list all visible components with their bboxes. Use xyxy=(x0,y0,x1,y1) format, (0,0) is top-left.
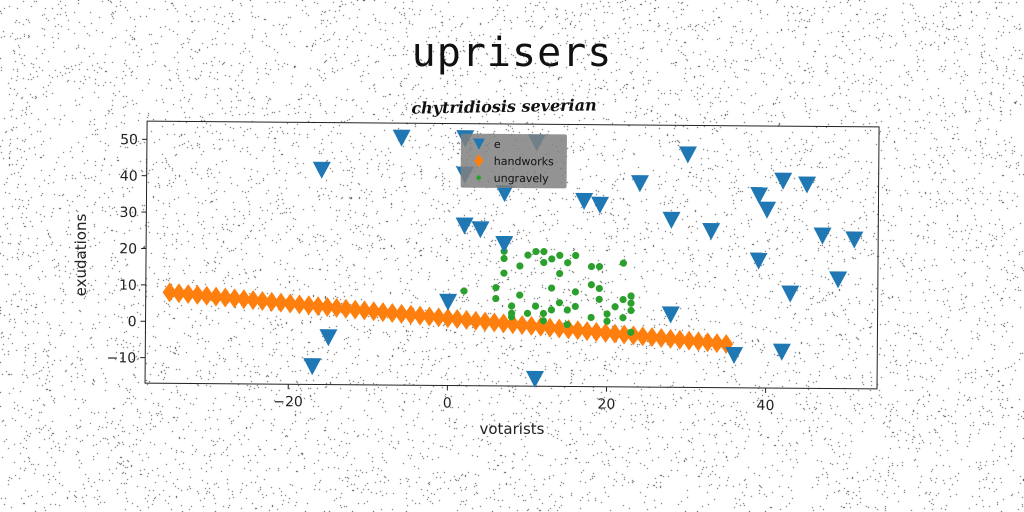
ungravely-point xyxy=(611,303,618,310)
x-tick-label: −20 xyxy=(273,394,303,410)
ungravely-point xyxy=(516,262,523,269)
e-point xyxy=(679,146,697,163)
ungravely-point xyxy=(596,263,603,270)
ungravely-point xyxy=(540,310,547,317)
ungravely-point xyxy=(588,281,595,288)
e-point xyxy=(774,173,792,190)
y-tick-label: 30 xyxy=(119,205,137,221)
ungravely-point xyxy=(524,251,531,258)
ungravely-point xyxy=(596,285,603,292)
ungravely-point xyxy=(603,310,610,317)
ungravely-point xyxy=(627,292,634,299)
y-tick-label: 0 xyxy=(128,314,137,330)
e-point xyxy=(455,217,473,234)
ungravely-point xyxy=(508,302,515,309)
ungravely-point xyxy=(492,284,499,291)
e-point xyxy=(393,130,411,147)
e-point xyxy=(781,286,799,303)
ungravely-point xyxy=(627,329,634,336)
y-axis-label: exudations xyxy=(72,214,90,297)
legend-label: handworks xyxy=(494,155,554,168)
ungravely-point xyxy=(556,252,563,259)
ungravely-point xyxy=(460,287,467,294)
ungravely-point xyxy=(572,252,579,259)
y-tick-label: 50 xyxy=(120,132,138,148)
ungravely-point xyxy=(588,314,595,321)
ungravely-point xyxy=(508,313,515,320)
e-point xyxy=(471,221,489,238)
y-tick-label: 10 xyxy=(119,278,137,294)
ungravely-point xyxy=(548,255,555,262)
ungravely-point xyxy=(564,259,571,266)
ungravely-point xyxy=(572,303,579,310)
e-point xyxy=(662,306,680,323)
ungravely-point xyxy=(540,259,547,266)
e-point xyxy=(829,271,847,288)
e-point xyxy=(750,187,768,204)
ungravely-point xyxy=(596,296,603,303)
e-point xyxy=(702,223,720,240)
e-point xyxy=(495,236,513,253)
y-tick-label: 20 xyxy=(119,241,137,257)
ungravely-point xyxy=(619,314,626,321)
e-point xyxy=(575,193,593,210)
y-tick-label: 40 xyxy=(120,169,138,185)
ungravely-point xyxy=(603,318,610,325)
e-point xyxy=(725,347,743,364)
ungravely-point xyxy=(548,306,555,313)
ungravely-point xyxy=(627,300,634,307)
ungravely-point xyxy=(516,291,523,298)
ungravely-point xyxy=(564,306,571,313)
ungravely-point xyxy=(548,284,555,291)
ungravely-point xyxy=(572,288,579,295)
legend: e handworks ungravely xyxy=(461,134,567,189)
legend-marker-ungravely xyxy=(476,175,481,180)
ungravely-point xyxy=(556,270,563,277)
ungravely-point xyxy=(620,260,627,267)
x-axis-ticks: −20 0 20 40 xyxy=(273,384,774,414)
ungravely-point xyxy=(532,248,539,255)
e-point xyxy=(303,358,321,375)
e-point xyxy=(750,253,768,270)
e-point xyxy=(313,162,331,179)
e-point xyxy=(758,202,776,219)
e-point xyxy=(662,212,680,229)
ungravely-point xyxy=(540,248,547,255)
e-point xyxy=(591,197,609,214)
ungravely-point xyxy=(619,296,626,303)
e-point xyxy=(319,329,337,346)
x-axis-label: votarists xyxy=(480,420,545,438)
ungravely-point xyxy=(500,255,507,262)
e-point xyxy=(773,344,791,361)
ungravely-point xyxy=(500,270,507,277)
e-point xyxy=(845,231,863,248)
x-tick-label: 20 xyxy=(597,397,615,413)
e-point xyxy=(631,175,649,192)
x-tick-label: 0 xyxy=(443,395,452,411)
y-axis-ticks: −10 0 10 20 30 40 50 xyxy=(107,132,147,367)
ungravely-point xyxy=(627,307,634,314)
e-point xyxy=(813,228,831,245)
ungravely-point xyxy=(532,303,539,310)
ungravely-point xyxy=(556,299,563,306)
ungravely-point xyxy=(492,295,499,302)
ungravely-point xyxy=(588,263,595,270)
ungravely-point xyxy=(524,310,531,317)
e-point xyxy=(439,294,457,311)
ungravely-point xyxy=(564,321,571,328)
legend-label: ungravely xyxy=(494,172,550,185)
y-tick-label: −10 xyxy=(107,350,137,366)
legend-label: e xyxy=(494,138,501,151)
x-tick-label: 40 xyxy=(757,398,775,414)
e-point xyxy=(798,176,816,193)
ungravely-point xyxy=(540,317,547,324)
e-point xyxy=(526,371,544,388)
